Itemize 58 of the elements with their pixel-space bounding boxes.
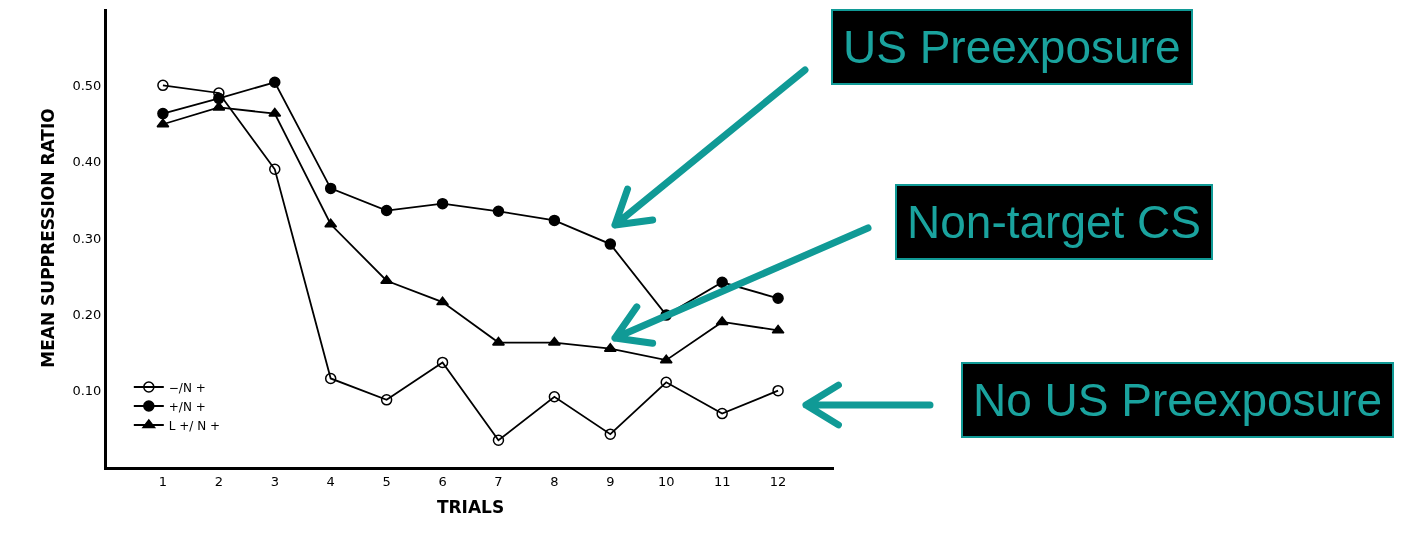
text: US Preexposure (843, 21, 1181, 73)
point (604, 238, 617, 250)
x-axis-title: TRIALS (436, 497, 505, 517)
x-tick-label: 5 (382, 473, 391, 489)
point (660, 376, 672, 389)
x-tick-label: 6 (438, 473, 447, 489)
x-tick-label: 7 (494, 473, 503, 489)
y-tick-label: 0.30 (72, 230, 102, 246)
point (772, 292, 784, 305)
x-tick-label: 3 (270, 473, 279, 489)
x-tick-label: 1 (158, 473, 168, 489)
point (324, 182, 337, 195)
point (157, 107, 169, 120)
legend-label: +/N + (168, 399, 206, 414)
text: Non-target CS (907, 196, 1202, 248)
point (548, 391, 561, 403)
y-tick-label: 0.40 (72, 154, 102, 170)
point (157, 79, 169, 92)
text: No US Preexposure (973, 374, 1383, 426)
point (603, 342, 617, 352)
point (659, 354, 673, 364)
point (436, 296, 450, 306)
point (324, 218, 338, 228)
legend-label: L +/ N + (168, 418, 221, 433)
point (380, 394, 393, 406)
point (604, 428, 617, 440)
point (156, 118, 170, 128)
legend-label: −/N + (168, 380, 206, 395)
point (436, 356, 449, 369)
point (771, 324, 785, 334)
point (213, 92, 225, 105)
point (436, 197, 449, 210)
point (268, 107, 282, 117)
point (492, 205, 505, 218)
point (715, 316, 729, 326)
point (716, 276, 728, 289)
x-tick-label: 4 (326, 473, 335, 489)
x-tick-label: 11 (713, 473, 731, 489)
y-tick-label: 0.10 (72, 383, 102, 399)
x-tick-label: 12 (769, 473, 787, 489)
x-tick-label: 2 (214, 473, 223, 489)
y-tick-label: 0.20 (72, 306, 102, 322)
point (492, 434, 505, 447)
point (324, 372, 337, 385)
x-tick-label: 8 (550, 473, 559, 489)
point (380, 204, 393, 217)
point (772, 384, 784, 397)
point (269, 76, 281, 89)
point (548, 214, 561, 227)
x-tick-label: 10 (657, 473, 675, 489)
x-tick-label: 9 (606, 473, 615, 489)
point (491, 336, 505, 346)
point (547, 336, 561, 346)
point (716, 407, 728, 420)
y-axis-title: MEAN SUPPRESSION RATIO (38, 108, 58, 368)
y-tick-label: 0.50 (72, 77, 102, 93)
point (212, 101, 226, 111)
point (269, 163, 281, 176)
